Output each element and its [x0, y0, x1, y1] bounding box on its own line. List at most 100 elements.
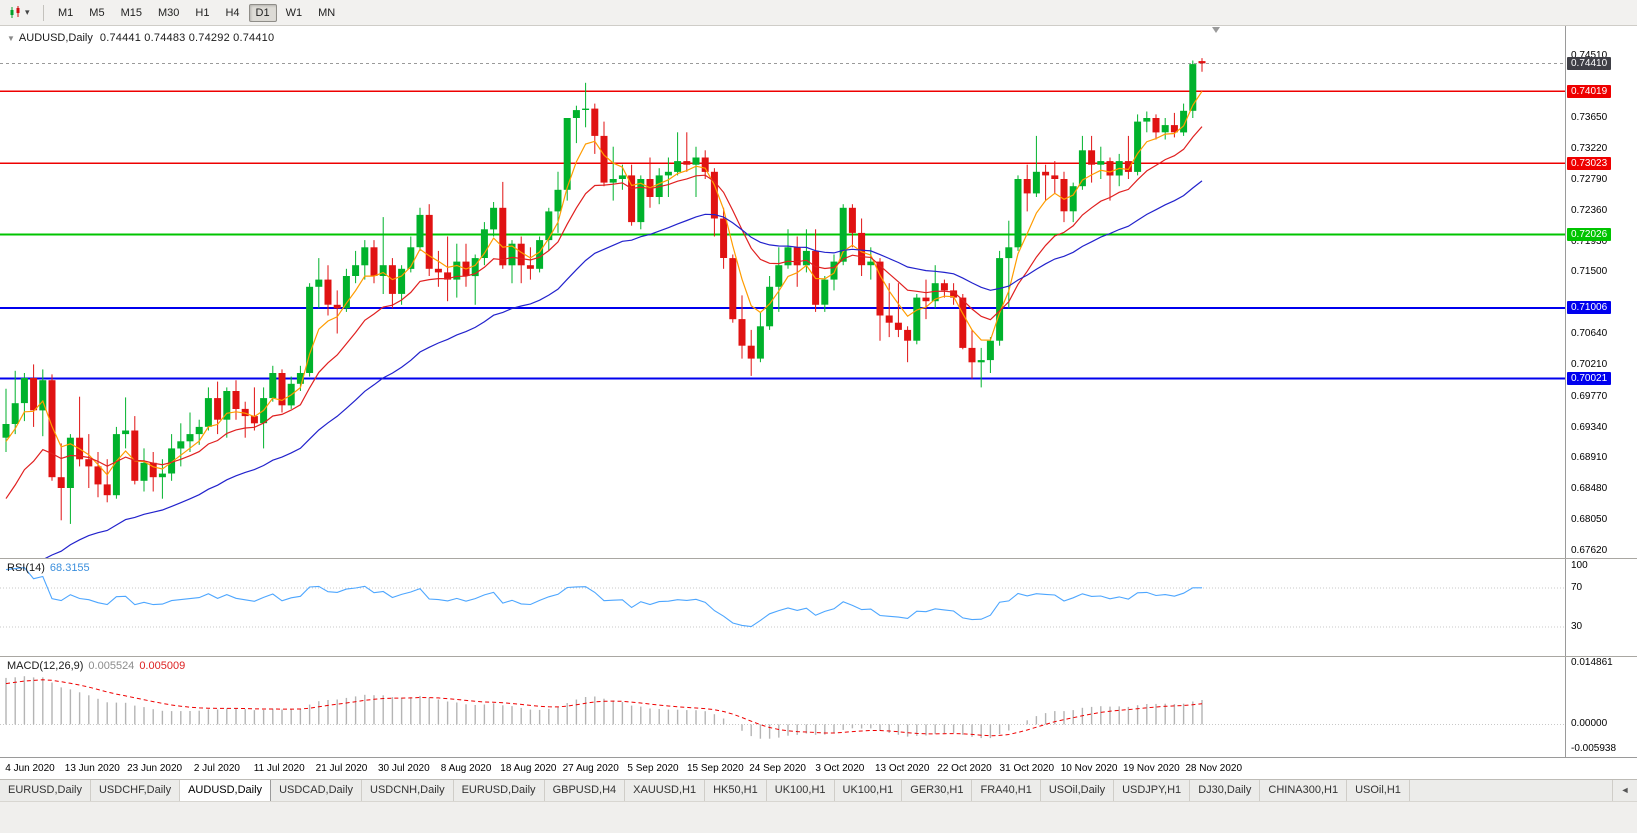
y-axis-tick-label: 0.70640: [1571, 328, 1608, 340]
chart-tab-uk100-h1[interactable]: UK100,H1: [766, 780, 835, 801]
chart-tab-usdchf-daily[interactable]: USDCHF,Daily: [90, 780, 181, 801]
period-button-h1[interactable]: H1: [188, 4, 216, 22]
rsi-axis-label: 30: [1571, 620, 1583, 632]
hline-price-label: 0.74019: [1567, 84, 1612, 98]
y-axis-tick-label: 0.68050: [1571, 514, 1608, 526]
pane-splitter[interactable]: [0, 558, 1637, 559]
y-axis-tick-label: 0.68480: [1571, 483, 1608, 495]
rsi-name: RSI(14): [7, 562, 45, 574]
macd-signal-line: [5, 679, 1203, 737]
y-axis-tick-label: 0.68910: [1571, 452, 1608, 464]
date-label: 15 Sep 2020: [686, 763, 744, 774]
chart-shift-marker-icon[interactable]: [1212, 27, 1220, 33]
chart-tab-dj30-daily[interactable]: DJ30,Daily: [1190, 780, 1261, 801]
date-label: 30 Jul 2020: [377, 763, 430, 774]
ma-lines: [5, 90, 1203, 558]
chart-tab-xauusd-h1[interactable]: XAUUSD,H1: [625, 780, 706, 801]
chevron-down-icon[interactable]: ▾: [25, 7, 30, 17]
period-buttons: M1 M5 M15 M30 H1 H4 D1 W1 MN: [50, 3, 343, 22]
period-button-w1[interactable]: W1: [279, 4, 310, 22]
chart-tab-usdjpy-h1[interactable]: USDJPY,H1: [1114, 780, 1191, 801]
y-axis-tick-label: 0.73220: [1571, 142, 1608, 154]
date-label: 23 Jun 2020: [127, 763, 183, 774]
rsi-indicator-label: RSI(14) 68.3155: [7, 562, 90, 574]
macd-name: MACD(12,26,9): [7, 660, 84, 672]
chart-tab-usdcnh-daily[interactable]: USDCNH,Daily: [362, 780, 454, 801]
rsi-axis-label: 100: [1571, 560, 1588, 571]
y-axis-tick-label: 0.67620: [1571, 545, 1608, 557]
date-label: 21 Jul 2020: [315, 763, 368, 774]
chart-tab-usdcad-daily[interactable]: USDCAD,Daily: [271, 780, 363, 801]
period-button-m30[interactable]: M30: [151, 4, 186, 22]
date-label: 4 Jun 2020: [5, 763, 55, 774]
macd-main-value: 0.005524: [88, 660, 135, 672]
chart-tab-fra40-h1[interactable]: FRA40,H1: [972, 780, 1041, 801]
date-label: 19 Nov 2020: [1123, 763, 1180, 774]
date-label: 24 Sep 2020: [749, 763, 806, 774]
macd-histogram: [5, 676, 1203, 739]
rsi-pane[interactable]: [0, 559, 1565, 656]
date-label: 28 Nov 2020: [1185, 763, 1243, 774]
horizontal-lines: [0, 62, 1565, 380]
date-label: 13 Jun 2020: [64, 763, 120, 774]
ma-line-5: [5, 90, 1203, 476]
pane-splitter[interactable]: [0, 656, 1637, 657]
y-axis-tick-label: 0.69770: [1571, 390, 1608, 402]
date-label: 13 Oct 2020: [874, 763, 930, 774]
date-label: 31 Oct 2020: [999, 763, 1055, 774]
macd-axis-label: 0.014861: [1571, 657, 1613, 668]
chart-tab-hk50-h1[interactable]: HK50,H1: [705, 780, 767, 801]
tabs-scroll-left-button[interactable]: ◄: [1620, 785, 1630, 795]
y-axis-tick-label: 0.71500: [1571, 266, 1608, 278]
date-label: 18 Aug 2020: [500, 763, 557, 774]
chart-tab-eurusd-daily[interactable]: EURUSD,Daily: [453, 780, 545, 801]
chart-tab-gbpusd-h4[interactable]: GBPUSD,H4: [544, 780, 626, 801]
chart-tab-ger30-h1[interactable]: GER30,H1: [902, 780, 973, 801]
chart-tab-audusd-daily[interactable]: AUDUSD,Daily: [180, 780, 272, 801]
hline-price-label: 0.70021: [1567, 372, 1612, 386]
period-button-mn[interactable]: MN: [311, 4, 342, 22]
y-axis-tick-label: 0.74510: [1571, 50, 1608, 62]
date-label: 3 Oct 2020: [815, 763, 865, 774]
date-label: 10 Nov 2020: [1060, 763, 1118, 774]
toolbar-separator: [43, 4, 44, 21]
period-button-m15[interactable]: M15: [114, 4, 149, 22]
symbol-period-label: AUDUSD,Daily: [18, 32, 93, 44]
chart-tab-usoil-daily[interactable]: USOil,Daily: [1040, 780, 1115, 801]
hline-price-label: 0.71006: [1567, 301, 1612, 315]
timeframe-toolbar: ▾ M1 M5 M15 M30 H1 H4 D1 W1 MN: [0, 0, 1637, 26]
date-label: 2 Jul 2020: [193, 763, 240, 774]
chart-tabs-strip: EURUSD,Daily USDCHF,Daily AUDUSD,Daily USDC…: [0, 780, 1612, 801]
period-button-h4[interactable]: H4: [218, 4, 246, 22]
date-label: 8 Aug 2020: [440, 763, 492, 774]
hline-price-label: 0.72026: [1567, 228, 1612, 242]
chart-tab-eurusd-daily[interactable]: EURUSD,Daily: [0, 780, 91, 801]
y-axis-tick-label: 0.72360: [1571, 204, 1608, 216]
candlestick-chart-icon[interactable]: [5, 3, 25, 23]
chart-tab-uk100-h1[interactable]: UK100,H1: [834, 780, 903, 801]
chart-title: ▼ AUDUSD,Daily 0.74441 0.74483 0.74292 0.7…: [7, 32, 274, 44]
macd-indicator-label: MACD(12,26,9) 0.005524 0.005009: [7, 660, 185, 672]
price-axis: 0.74510 0.73650 0.73220 0.72790 0.72360 0.719…: [1565, 26, 1637, 757]
one-click-collapse-icon[interactable]: ▼: [7, 34, 15, 43]
tabs-scroll-controls: ◄: [1612, 780, 1637, 801]
date-label: 27 Aug 2020: [562, 763, 619, 774]
window-tabs: EURUSD,Daily USDCHF,Daily AUDUSD,Daily USDC…: [0, 779, 1637, 801]
macd-axis-label: 0.00000: [1571, 718, 1608, 730]
status-bar: [0, 801, 1637, 833]
period-button-m1[interactable]: M1: [51, 4, 80, 22]
chart-tab-usoil-h1[interactable]: USOil,H1: [1347, 780, 1410, 801]
period-button-m5[interactable]: M5: [82, 4, 111, 22]
hline-price-label: 0.73023: [1567, 156, 1612, 170]
macd-axis-label: -0.005938: [1571, 743, 1617, 754]
chart-tab-china300-h1[interactable]: CHINA300,H1: [1260, 780, 1348, 801]
price-pane[interactable]: [0, 26, 1565, 558]
rsi-axis-label: 70: [1571, 582, 1583, 594]
date-label: 5 Sep 2020: [627, 763, 679, 774]
ma-line-34: [44, 180, 1203, 558]
period-button-d1[interactable]: D1: [248, 3, 277, 22]
macd-pane[interactable]: [0, 657, 1565, 757]
time-axis: 4 Jun 2020 13 Jun 2020 23 Jun 2020 2 Jul 20…: [0, 757, 1637, 779]
rsi-line: [5, 567, 1202, 628]
